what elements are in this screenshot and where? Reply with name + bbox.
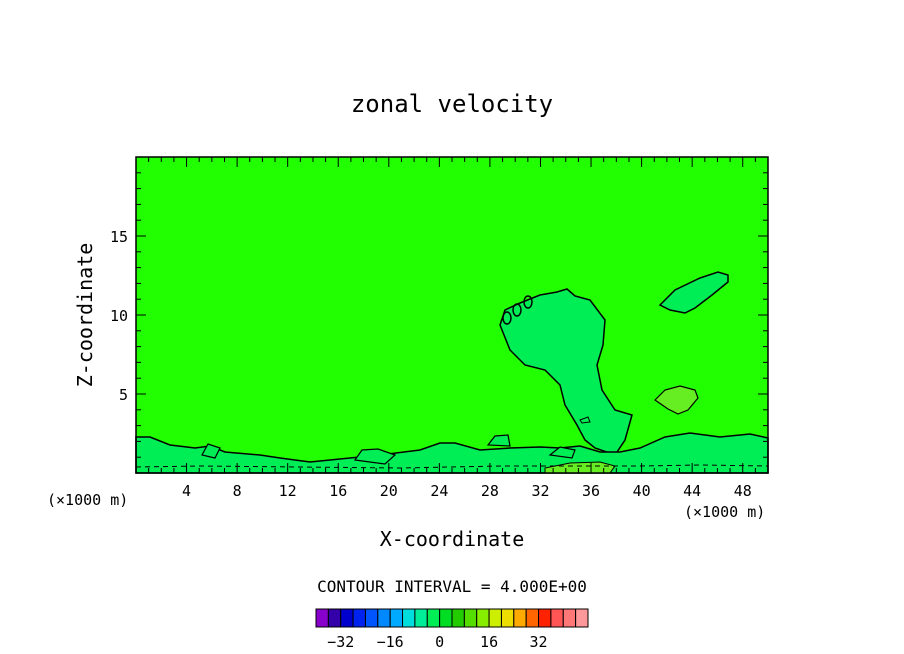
colorbar-swatch: [426, 608, 441, 628]
x-unit-left: (×1000 m): [47, 491, 128, 509]
colorbar-swatch: [402, 608, 416, 628]
colorbar-swatch: [476, 608, 490, 628]
colorbar-swatch: [451, 608, 465, 628]
central-plume-region: [499, 288, 633, 456]
colorbar-swatch: [439, 608, 453, 628]
x-tick-label: 16: [329, 482, 347, 500]
colorbar-swatch: [575, 608, 589, 628]
chart-title: zonal velocity: [351, 90, 553, 118]
colorbar-swatch: [550, 608, 564, 628]
contour-loop: [353, 448, 397, 465]
colorbar-swatch: [525, 608, 540, 628]
colorbar-swatch: [488, 608, 502, 628]
contour-interval-label: CONTOUR INTERVAL = 4.000E+00: [317, 577, 587, 596]
colorbar-tick-label: 32: [530, 633, 548, 651]
contour-loop: [523, 295, 533, 309]
colorbar-swatch: [364, 608, 379, 628]
colorbar-tick-label: −16: [377, 633, 404, 651]
x-tick-label: 36: [582, 482, 600, 500]
contour-loop: [486, 434, 511, 447]
x-unit-right: (×1000 m): [684, 503, 765, 521]
contour-loop: [502, 311, 512, 325]
x-tick-label: 20: [380, 482, 398, 500]
colorbar-swatch: [352, 608, 366, 628]
x-tick-label: 24: [430, 482, 448, 500]
colorbar-swatch: [377, 608, 391, 628]
x-axis-label: X-coordinate: [380, 527, 525, 551]
upper-right-region: [658, 271, 729, 314]
contour-loop: [579, 416, 591, 424]
colorbar-swatch: [315, 608, 329, 628]
colorbar-swatch: [538, 608, 552, 628]
x-tick-label: 40: [633, 482, 651, 500]
colorbar-swatch: [463, 608, 478, 628]
colorbar-tick-label: 0: [435, 633, 444, 651]
mid-right-region: [654, 385, 699, 415]
x-tick-label: 32: [531, 482, 549, 500]
x-tick-label: 12: [279, 482, 297, 500]
x-tick-label: 8: [233, 482, 242, 500]
y-tick-label: 10: [110, 307, 128, 325]
x-tick-label: 44: [683, 482, 701, 500]
x-tick-label: 28: [481, 482, 499, 500]
colorbar-swatch: [327, 608, 342, 628]
contour-loop: [512, 303, 522, 317]
colorbar-swatch: [389, 608, 404, 628]
contour-loop: [548, 446, 576, 459]
y-tick-label: 15: [110, 228, 128, 246]
plot-background: [136, 157, 768, 473]
contour-loop: [201, 443, 221, 459]
colorbar-tick-label: 16: [480, 633, 498, 651]
colorbar-swatch: [500, 608, 515, 628]
colorbar-swatch: [562, 608, 577, 628]
colorbar-swatch: [513, 608, 527, 628]
y-axis-label: Z-coordinate: [73, 243, 97, 388]
colorbar-swatch: [340, 608, 354, 628]
surface-layer-region: [135, 432, 769, 474]
colorbar: −32 −16 0 16 32: [315, 608, 589, 651]
y-tick-label: 5: [119, 386, 128, 404]
x-tick-label: 48: [734, 482, 752, 500]
x-tick-label: 4: [182, 482, 191, 500]
colorbar-tick-label: −32: [327, 633, 354, 651]
colorbar-swatch: [414, 608, 428, 628]
